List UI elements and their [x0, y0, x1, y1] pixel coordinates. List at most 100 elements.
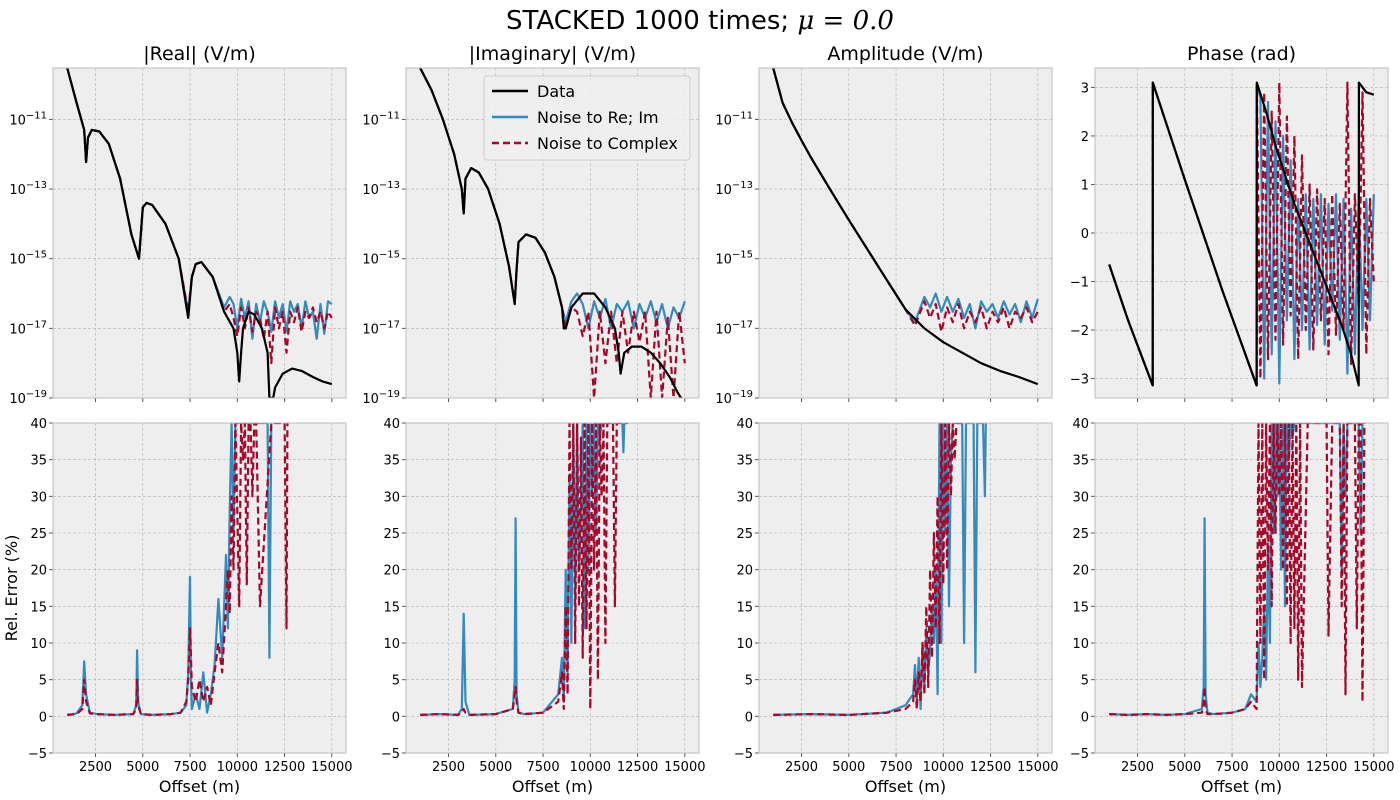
series-line-data	[419, 68, 682, 398]
y-tick-label: 10−11	[362, 110, 400, 128]
plot-area	[759, 423, 1052, 753]
y-tick-label: 5	[745, 674, 753, 689]
axes-frame	[1094, 422, 1389, 754]
x-tick-label: 10000	[923, 760, 964, 775]
x-tick-label: 5000	[126, 760, 159, 775]
y-tick-label: 1	[1081, 178, 1089, 193]
y-tick-label: 10−15	[362, 250, 400, 268]
y-tick-label: −5	[734, 747, 753, 762]
series-layer	[772, 68, 1039, 386]
y-tick-label: 25	[736, 527, 753, 542]
y-tick-label: 10−19	[715, 389, 753, 407]
y-tick-label: 15	[1072, 600, 1089, 615]
panel-err_amp: 2500 5000 7500 10000 12500 15000 40 35 30 25 20 15 1…	[734, 417, 1059, 796]
legend-item: Data	[492, 82, 575, 101]
series-line-noise-to-re-im	[1109, 423, 1364, 717]
legend-label: Noise to Complex	[537, 134, 678, 153]
series-line-noise-to-re-im	[420, 423, 626, 717]
legend-box	[483, 75, 691, 161]
panel-title: |Real| (V/m)	[143, 43, 256, 65]
x-tick-label: 7500	[527, 760, 560, 775]
series-line-data	[772, 68, 1039, 386]
figure-title: STACKED 1000 times; μ = 0.0	[506, 6, 894, 36]
series-layer	[419, 68, 686, 398]
y-tick-label: 20	[30, 564, 47, 579]
x-axis-label: Offset (m)	[512, 777, 593, 796]
x-tick-label: 7500	[1216, 760, 1249, 775]
series-layer	[1109, 423, 1366, 717]
y-tick-label: 25	[383, 527, 400, 542]
x-tick-label: 2500	[785, 760, 818, 775]
y-tick-label: 35	[736, 454, 753, 469]
x-tick-label: 10000	[1259, 760, 1300, 775]
y-tick-label: 30	[736, 490, 753, 505]
x-tick-label: 15000	[1017, 760, 1058, 775]
axes-frame	[758, 67, 1053, 399]
panel-err_imag: 2500 5000 7500 10000 12500 15000 40 35 30 25 20 15 1…	[381, 417, 706, 796]
y-tick-label: 10	[736, 637, 753, 652]
y-tick-label: 2	[1081, 130, 1089, 145]
y-tick-label: −5	[28, 747, 47, 762]
series-layer	[67, 423, 289, 717]
x-tick-label: 5000	[832, 760, 865, 775]
legend-label: Data	[537, 82, 575, 101]
y-tick-label: 40	[1072, 417, 1089, 432]
x-tick-label: 10000	[570, 760, 611, 775]
y-tick-label: 20	[1072, 564, 1089, 579]
plot-area	[406, 423, 699, 753]
y-tick-label: 35	[30, 454, 47, 469]
y-tick-label: 5	[39, 674, 47, 689]
x-axis-label: Offset (m)	[865, 777, 946, 796]
y-tick-label: 30	[1072, 490, 1089, 505]
axes-frame	[405, 67, 700, 399]
y-axis-label: Rel. Error (%)	[2, 535, 21, 642]
y-tick-label: 5	[1081, 674, 1089, 689]
legend-label: Noise to Re; Im	[537, 108, 659, 127]
y-tick-label: 40	[383, 417, 400, 432]
x-axis-label: Offset (m)	[159, 777, 240, 796]
series-line-noise-to-complex	[772, 68, 1039, 333]
plot-area	[759, 68, 1052, 398]
y-tick-label: −1	[1070, 276, 1089, 291]
y-tick-label: 30	[30, 490, 47, 505]
y-tick-label: −3	[1070, 373, 1089, 388]
series-layer	[773, 423, 987, 717]
series-line-noise-to-complex	[773, 423, 963, 717]
x-tick-label: 2500	[432, 760, 465, 775]
x-tick-label: 12500	[1306, 760, 1347, 775]
series-line-noise-to-complex	[420, 423, 629, 717]
legend-item: Noise to Re; Im	[492, 108, 659, 127]
y-tick-label: 10−11	[9, 110, 47, 128]
x-tick-label: 15000	[1353, 760, 1394, 775]
series-line-data	[1108, 81, 1375, 387]
y-tick-label: 10	[383, 637, 400, 652]
panel-title: Amplitude (V/m)	[827, 43, 983, 65]
y-tick-label: 10−19	[9, 389, 47, 407]
y-tick-label: 0	[745, 710, 753, 725]
x-tick-label: 5000	[479, 760, 512, 775]
y-tick-label: 10−19	[362, 389, 400, 407]
panel-err_phase: 2500 5000 7500 10000 12500 15000 40 35 30 25 20 15 1…	[1070, 417, 1395, 796]
panel-title: |Imaginary| (V/m)	[469, 43, 636, 65]
y-tick-label: 0	[1081, 710, 1089, 725]
axes-frame	[52, 422, 347, 754]
axes-frame	[405, 422, 700, 754]
series-layer	[66, 68, 333, 398]
series-line-noise-to-complex	[1109, 423, 1366, 717]
y-tick-label: 0	[39, 710, 47, 725]
x-tick-label: 15000	[311, 760, 352, 775]
plot-area	[1095, 423, 1388, 753]
y-tick-label: 20	[736, 564, 753, 579]
y-tick-label: 10−13	[362, 180, 400, 198]
y-tick-label: 3	[1081, 81, 1089, 96]
figure-title-math: μ = 0.0	[797, 6, 894, 36]
y-tick-label: 5	[392, 674, 400, 689]
y-tick-label: 20	[383, 564, 400, 579]
legend: Data Noise to Re; Im Noise to Complex	[483, 75, 691, 161]
y-tick-label: 10−15	[715, 250, 753, 268]
y-tick-label: 35	[383, 454, 400, 469]
y-tick-label: −5	[381, 747, 400, 762]
x-tick-label: 5000	[1168, 760, 1201, 775]
y-tick-label: 40	[30, 417, 47, 432]
